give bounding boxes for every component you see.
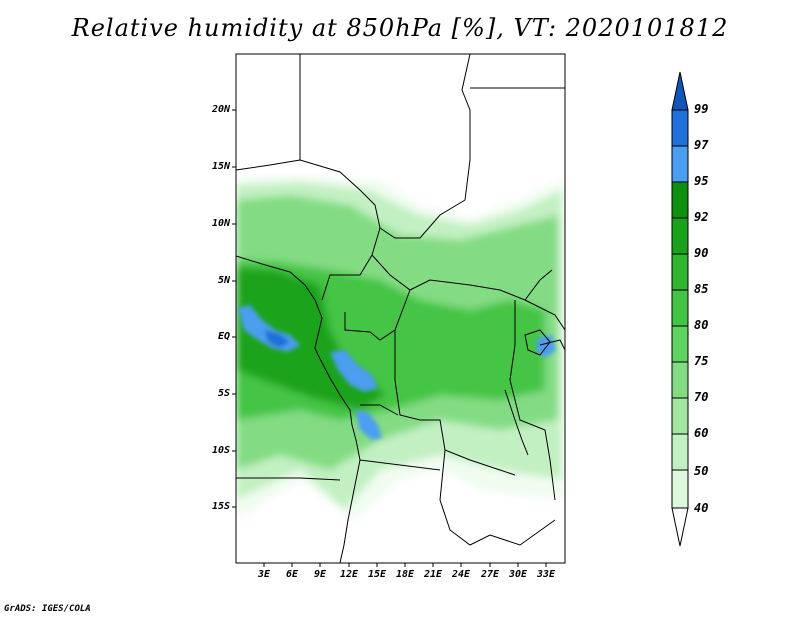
colorbar-label: 90 bbox=[694, 246, 709, 260]
lat-label: 5N bbox=[217, 275, 230, 286]
rh-99-area bbox=[264, 330, 290, 348]
colorbar-label: 95 bbox=[694, 174, 709, 188]
colorbar-segment-75-80 bbox=[671, 325, 689, 363]
colorbar-label: 70 bbox=[694, 390, 709, 404]
colorbar-segment-50-60 bbox=[671, 433, 689, 471]
lon-label: 15E bbox=[367, 569, 387, 580]
colorbar-segment-40-50 bbox=[671, 469, 689, 509]
lat-label: EQ bbox=[217, 331, 230, 342]
colorbar-segment-60-70 bbox=[671, 397, 689, 435]
colorbar-label: 75 bbox=[694, 354, 709, 368]
borders bbox=[236, 54, 565, 563]
lat-label: 10N bbox=[211, 218, 230, 229]
lon-label: 24E bbox=[451, 569, 471, 580]
lon-label: 27E bbox=[480, 569, 500, 580]
colorbar-segment-70-75 bbox=[671, 361, 689, 399]
lon-label: 9E bbox=[313, 569, 327, 580]
colorbar-segment-97-99 bbox=[671, 109, 689, 147]
colorbar-top-arrow bbox=[671, 71, 689, 111]
lake-tanganyika bbox=[504, 389, 529, 456]
colorbar-label: 50 bbox=[694, 464, 709, 478]
coastline bbox=[236, 255, 361, 563]
lon-label: 18E bbox=[395, 569, 415, 580]
lat-label: 15N bbox=[211, 161, 230, 172]
axis-ticks bbox=[232, 109, 547, 567]
map-title: Relative humidity at 850hPa [%], VT: 202… bbox=[71, 14, 729, 42]
colorbar-label: 99 bbox=[694, 102, 709, 116]
lat-label: 5S bbox=[217, 388, 230, 399]
lon-label: 3E bbox=[257, 569, 271, 580]
lon-label: 30E bbox=[508, 569, 528, 580]
lon-label: 21E bbox=[423, 569, 443, 580]
lon-label: 33E bbox=[536, 569, 556, 580]
colorbar-label: 60 bbox=[694, 426, 709, 440]
country-borders bbox=[236, 54, 565, 546]
lon-label: 12E bbox=[339, 569, 359, 580]
colorbar-label: 80 bbox=[694, 318, 709, 332]
lon-label: 6E bbox=[285, 569, 299, 580]
colorbar bbox=[671, 71, 689, 547]
colorbar-label: 92 bbox=[694, 210, 709, 224]
footer-credit: GrADS: IGES/COLA bbox=[4, 604, 91, 614]
lat-label: 20N bbox=[211, 104, 230, 115]
colorbar-label: 97 bbox=[694, 138, 709, 152]
humidity-field bbox=[236, 176, 565, 520]
colorbar-label: 40 bbox=[694, 501, 709, 515]
rh-97-area-coast bbox=[330, 350, 378, 392]
colorbar-segment-92-95 bbox=[671, 181, 689, 219]
plot-frame bbox=[235, 53, 566, 564]
colorbar-segment-90-92 bbox=[671, 217, 689, 255]
colorbar-segment-95-97 bbox=[671, 145, 689, 183]
colorbar-segment-80-85 bbox=[671, 289, 689, 327]
rh-97-area-south bbox=[355, 410, 382, 440]
colorbar-segment-85-90 bbox=[671, 253, 689, 291]
lat-label: 10S bbox=[211, 445, 230, 456]
lake-victoria bbox=[524, 329, 551, 356]
colorbar-bottom-arrow bbox=[671, 507, 689, 547]
lat-label: 15S bbox=[211, 501, 230, 512]
colorbar-label: 85 bbox=[694, 282, 709, 296]
